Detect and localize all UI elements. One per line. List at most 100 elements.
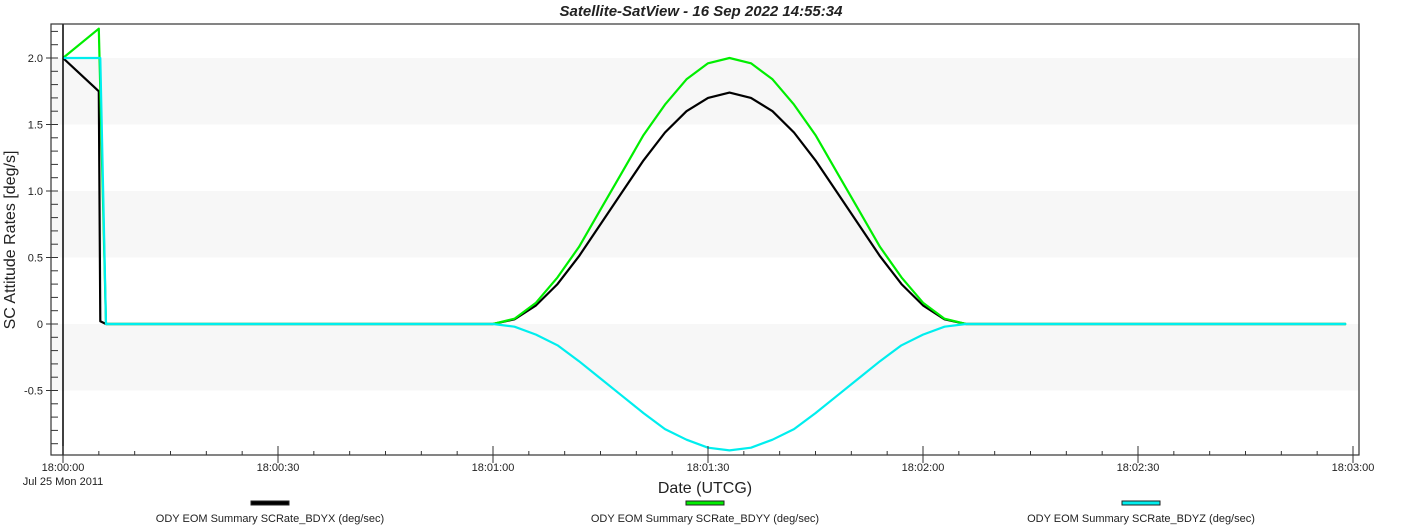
data-point [793,428,795,430]
data-point [642,412,645,414]
y-tick-label: 0.5 [28,253,43,265]
x-date-label: Jul 25 Mon 2011 [23,476,104,488]
data-point [922,334,924,336]
grid-band [51,324,1359,391]
data-point [728,91,731,94]
data-point [664,428,666,430]
data-point [1345,323,1347,325]
data-point [922,304,924,306]
legend-swatch [685,500,725,506]
data-point [900,276,903,279]
data-point [621,191,623,193]
x-axis-label: Date (UTCG) [658,480,752,497]
data-point [707,62,709,64]
data-point [685,78,688,80]
legend-swatch [1121,500,1161,506]
x-tick-label: 18:01:30 [687,462,730,474]
data-point [98,90,100,92]
data-point [664,131,666,134]
data-point [728,449,731,451]
data-point [814,412,817,414]
data-point [621,395,623,397]
data-point [513,326,516,328]
data-point [513,318,516,320]
x-tick-label: 18:03:00 [1332,462,1375,474]
grid-band [51,191,1359,258]
data-point [793,131,795,134]
data-point [685,110,688,112]
data-point [857,209,860,211]
data-point [836,395,838,397]
x-tick-label: 18:02:30 [1117,462,1160,474]
data-point [535,334,537,336]
data-point [599,377,602,380]
y-axis-label: SC Attitude Rates [deg/s] [2,151,19,330]
data-point [943,318,946,320]
data-point [879,360,881,362]
data-point [642,159,645,162]
data-point [857,223,860,225]
data-point [900,283,903,285]
y-tick-label: 2.0 [28,53,43,65]
data-point [98,28,100,30]
data-point [750,62,752,64]
legend-label: ODY EOM Summary SCRate_BDYY (deg/sec) [591,513,819,525]
data-point [814,134,817,136]
data-point [578,360,580,362]
data-point [578,255,580,257]
data-point [857,377,860,380]
x-tick-label: 18:02:00 [902,462,945,474]
data-point [707,97,709,99]
plot-frame [50,23,1360,456]
data-point [943,326,946,328]
data-point [556,283,559,285]
x-tick-label: 18:00:00 [42,462,85,474]
y-tick-label: 0 [37,319,43,331]
data-point [728,57,731,59]
data-point [76,70,78,72]
y-axis-ticks: 2.0 1.5 1.0 0.5 0 -0.5 [24,30,58,445]
data-point [492,323,494,325]
x-tick-label: 18:01:00 [472,462,515,474]
legend: ODY EOM Summary SCRate_BDYX (deg/sec) ODY… [156,500,1255,525]
data-point [771,439,774,441]
data-point [556,276,559,279]
data-point [900,344,903,346]
data-point [535,304,537,306]
x-axis-ticks: 18:00:00 18:00:30 18:01:00 18:01:30 18:02:00… [42,446,1375,474]
x-tick-label: 18:00:30 [257,462,300,474]
data-point [578,246,580,248]
data-point [814,159,817,162]
data-point [99,57,101,59]
data-point [621,171,623,173]
data-point [99,320,101,322]
data-point [771,78,774,80]
grid-band [51,58,1359,125]
data-point [922,302,924,304]
y-tick-label: -0.5 [24,386,43,398]
data-point [750,97,752,99]
data-point [105,323,107,325]
data-point [793,103,795,106]
data-point [556,344,559,346]
legend-label: ODY EOM Summary SCRate_BDYZ (deg/sec) [1027,513,1255,525]
data-point [879,255,881,257]
data-point [836,171,838,173]
data-point [599,209,602,211]
legend-swatch [250,500,290,506]
y-tick-label: 1.0 [28,186,43,198]
data-point [642,134,645,136]
data-point [685,439,688,441]
chart-title: Satellite-SatView - 16 Sep 2022 14:55:34 [560,3,844,20]
data-point [664,103,666,106]
background-bands [51,58,1359,391]
data-point [771,110,774,112]
data-point [965,323,967,325]
data-point [836,191,838,193]
y-tick-label: 1.5 [28,120,43,132]
data-point [599,223,602,225]
legend-label: ODY EOM Summary SCRate_BDYX (deg/sec) [156,513,384,525]
data-point [535,302,537,304]
data-point [750,447,752,449]
